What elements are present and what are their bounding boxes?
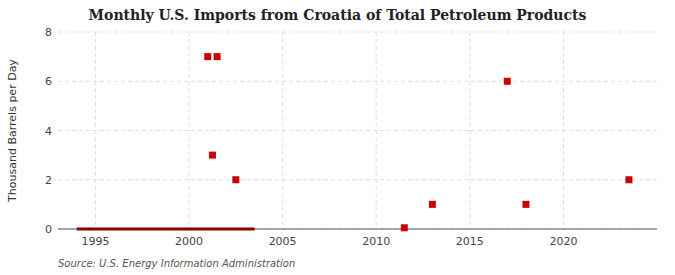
scatter-point — [625, 176, 632, 183]
scatter-point — [232, 176, 239, 183]
y-tick-label: 0 — [45, 223, 52, 236]
y-tick-label: 6 — [45, 75, 52, 88]
x-grid-line — [282, 32, 283, 229]
y-grid-line — [58, 179, 657, 180]
y-tick-label: 2 — [45, 174, 52, 187]
y-tick-label: 8 — [45, 26, 52, 39]
x-tick-label: 1995 — [81, 235, 109, 248]
x-grid-line — [469, 32, 470, 229]
y-axis-label: Thousand Barrels per Day — [6, 59, 19, 203]
scatter-point — [401, 224, 408, 231]
y-grid-line — [58, 81, 657, 82]
x-grid-line — [189, 32, 190, 229]
x-tick-label: 2000 — [175, 235, 203, 248]
scatter-point — [504, 78, 511, 85]
scatter-point — [214, 53, 221, 60]
chart: Monthly U.S. Imports from Croatia of Tot… — [0, 0, 675, 275]
x-grid-line — [95, 32, 96, 229]
baseline-line — [77, 228, 255, 231]
y-grid-line — [58, 32, 657, 33]
scatter-point — [522, 201, 529, 208]
x-axis-line — [58, 229, 657, 230]
x-tick-label: 2010 — [362, 235, 390, 248]
plot-area — [77, 53, 633, 231]
y-tick-label: 4 — [45, 125, 52, 138]
y-grid-line — [58, 130, 657, 131]
title: Monthly U.S. Imports from Croatia of Tot… — [89, 7, 587, 23]
scatter-point — [429, 201, 436, 208]
chart-container: Monthly U.S. Imports from Croatia of Tot… — [0, 0, 675, 275]
grid — [58, 32, 657, 229]
x-grid-line — [376, 32, 377, 229]
x-tick-label: 2020 — [549, 235, 577, 248]
x-grid-line — [563, 32, 564, 229]
scatter-point — [204, 53, 211, 60]
x-tick-label: 2015 — [456, 235, 484, 248]
x-tick-label: 2005 — [269, 235, 297, 248]
source-note: Source: U.S. Energy Information Administ… — [58, 258, 295, 269]
scatter-point — [209, 152, 216, 159]
y-grid-line — [58, 229, 657, 230]
